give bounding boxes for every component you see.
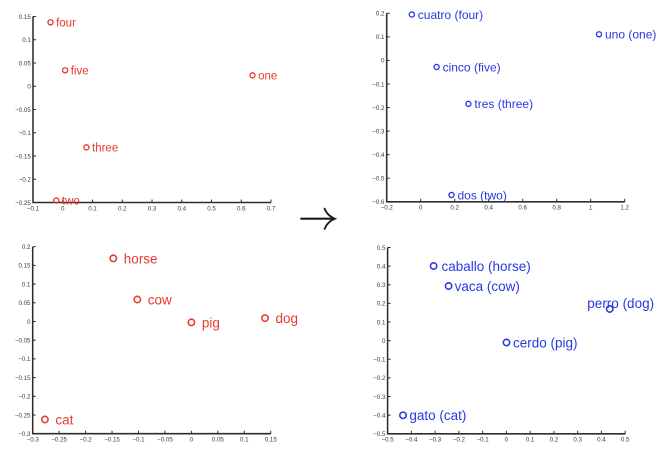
svg-text:−0.3: −0.3 bbox=[373, 394, 386, 401]
svg-text:0.2: 0.2 bbox=[376, 11, 385, 18]
svg-text:−0.3: −0.3 bbox=[27, 437, 40, 444]
svg-text:−0.3: −0.3 bbox=[429, 437, 442, 444]
svg-text:−0.25: −0.25 bbox=[51, 437, 67, 444]
svg-text:1.2: 1.2 bbox=[620, 205, 629, 212]
svg-text:0.1: 0.1 bbox=[22, 281, 31, 288]
svg-text:cow: cow bbox=[148, 292, 172, 307]
svg-text:horse: horse bbox=[124, 251, 158, 266]
svg-text:caballo (horse): caballo (horse) bbox=[442, 259, 531, 274]
svg-text:−0.1: −0.1 bbox=[132, 437, 145, 444]
svg-text:0.2: 0.2 bbox=[450, 205, 459, 212]
svg-text:−0.1: −0.1 bbox=[18, 356, 31, 363]
svg-text:0: 0 bbox=[381, 58, 385, 65]
svg-text:−0.5: −0.5 bbox=[381, 437, 394, 444]
svg-text:−0.4: −0.4 bbox=[372, 152, 385, 159]
svg-text:0.1: 0.1 bbox=[377, 319, 386, 326]
svg-text:cat: cat bbox=[55, 412, 73, 427]
svg-text:0.2: 0.2 bbox=[22, 244, 31, 251]
svg-text:0.15: 0.15 bbox=[19, 14, 32, 21]
svg-text:−0.2: −0.2 bbox=[381, 205, 394, 212]
svg-text:0.05: 0.05 bbox=[212, 437, 225, 444]
svg-text:0.15: 0.15 bbox=[265, 437, 278, 444]
svg-text:0.6: 0.6 bbox=[518, 205, 527, 212]
svg-text:three: three bbox=[92, 143, 118, 155]
svg-text:one: one bbox=[258, 71, 277, 83]
svg-text:0: 0 bbox=[27, 84, 31, 91]
svg-text:0.5: 0.5 bbox=[207, 205, 216, 212]
svg-text:−0.2: −0.2 bbox=[19, 177, 32, 184]
svg-text:0: 0 bbox=[190, 437, 194, 444]
svg-text:0: 0 bbox=[505, 437, 509, 444]
svg-text:−0.1: −0.1 bbox=[477, 437, 490, 444]
svg-text:perro (dog): perro (dog) bbox=[587, 296, 654, 311]
svg-text:−0.25: −0.25 bbox=[15, 200, 31, 207]
svg-text:0.8: 0.8 bbox=[552, 205, 561, 212]
svg-text:0: 0 bbox=[419, 205, 423, 212]
svg-text:−0.1: −0.1 bbox=[27, 205, 40, 212]
svg-text:two: two bbox=[62, 196, 80, 208]
svg-text:0.2: 0.2 bbox=[377, 301, 386, 308]
svg-text:0.2: 0.2 bbox=[550, 437, 559, 444]
svg-text:0.6: 0.6 bbox=[237, 205, 246, 212]
svg-text:0.5: 0.5 bbox=[377, 245, 386, 252]
svg-text:−0.1: −0.1 bbox=[19, 130, 32, 137]
svg-text:−0.4: −0.4 bbox=[405, 437, 418, 444]
svg-text:−0.3: −0.3 bbox=[372, 128, 385, 135]
svg-text:cinco (five): cinco (five) bbox=[443, 60, 501, 74]
svg-text:0.05: 0.05 bbox=[19, 60, 32, 67]
svg-text:0.05: 0.05 bbox=[18, 300, 31, 307]
svg-text:−0.05: −0.05 bbox=[157, 437, 173, 444]
svg-text:−0.2: −0.2 bbox=[372, 105, 385, 112]
svg-text:−0.1: −0.1 bbox=[373, 357, 386, 364]
svg-text:0.1: 0.1 bbox=[376, 34, 385, 41]
svg-text:five: five bbox=[71, 65, 89, 77]
svg-text:0.4: 0.4 bbox=[597, 437, 606, 444]
svg-text:−0.6: −0.6 bbox=[372, 199, 385, 206]
svg-text:gato (cat): gato (cat) bbox=[409, 408, 466, 423]
svg-text:−0.5: −0.5 bbox=[372, 176, 385, 183]
svg-text:−0.3: −0.3 bbox=[18, 431, 31, 438]
svg-text:0.4: 0.4 bbox=[177, 205, 186, 212]
svg-text:−0.2: −0.2 bbox=[373, 375, 386, 382]
svg-text:−0.15: −0.15 bbox=[15, 375, 31, 382]
svg-text:−0.15: −0.15 bbox=[15, 153, 31, 160]
svg-text:0: 0 bbox=[27, 319, 31, 326]
svg-text:−0.2: −0.2 bbox=[453, 437, 466, 444]
svg-text:0.1: 0.1 bbox=[88, 205, 97, 212]
svg-text:0.1: 0.1 bbox=[22, 37, 31, 44]
svg-text:−0.05: −0.05 bbox=[15, 338, 31, 345]
svg-text:tres (three): tres (three) bbox=[474, 97, 533, 111]
svg-text:0.4: 0.4 bbox=[484, 205, 493, 212]
svg-text:0.3: 0.3 bbox=[573, 437, 582, 444]
svg-text:−0.2: −0.2 bbox=[79, 437, 92, 444]
svg-text:0: 0 bbox=[61, 205, 65, 212]
svg-text:pig: pig bbox=[202, 315, 220, 330]
svg-text:four: four bbox=[56, 17, 76, 29]
svg-text:uno (one): uno (one) bbox=[605, 28, 656, 42]
svg-text:dog: dog bbox=[276, 311, 299, 326]
svg-text:1: 1 bbox=[589, 205, 593, 212]
svg-text:cerdo (pig): cerdo (pig) bbox=[513, 335, 578, 350]
svg-text:−0.15: −0.15 bbox=[104, 437, 120, 444]
svg-text:−0.5: −0.5 bbox=[373, 431, 386, 438]
svg-text:−0.4: −0.4 bbox=[373, 412, 386, 419]
svg-text:−0.1: −0.1 bbox=[372, 81, 385, 88]
svg-text:0.1: 0.1 bbox=[240, 437, 249, 444]
svg-text:cuatro (four): cuatro (four) bbox=[418, 8, 483, 22]
svg-text:vaca (cow): vaca (cow) bbox=[455, 279, 520, 294]
svg-text:0.2: 0.2 bbox=[118, 205, 127, 212]
svg-text:0: 0 bbox=[382, 338, 386, 345]
svg-text:0.3: 0.3 bbox=[148, 205, 157, 212]
svg-text:0.3: 0.3 bbox=[377, 282, 386, 289]
svg-text:0.4: 0.4 bbox=[377, 263, 386, 270]
svg-text:0.1: 0.1 bbox=[526, 437, 535, 444]
svg-text:0.15: 0.15 bbox=[18, 263, 31, 270]
svg-text:0.7: 0.7 bbox=[267, 205, 276, 212]
svg-text:−0.05: −0.05 bbox=[15, 107, 31, 114]
svg-text:dos (two): dos (two) bbox=[458, 188, 507, 202]
svg-text:−0.25: −0.25 bbox=[15, 412, 31, 419]
svg-text:0.5: 0.5 bbox=[621, 437, 630, 444]
svg-text:−0.2: −0.2 bbox=[18, 394, 31, 401]
